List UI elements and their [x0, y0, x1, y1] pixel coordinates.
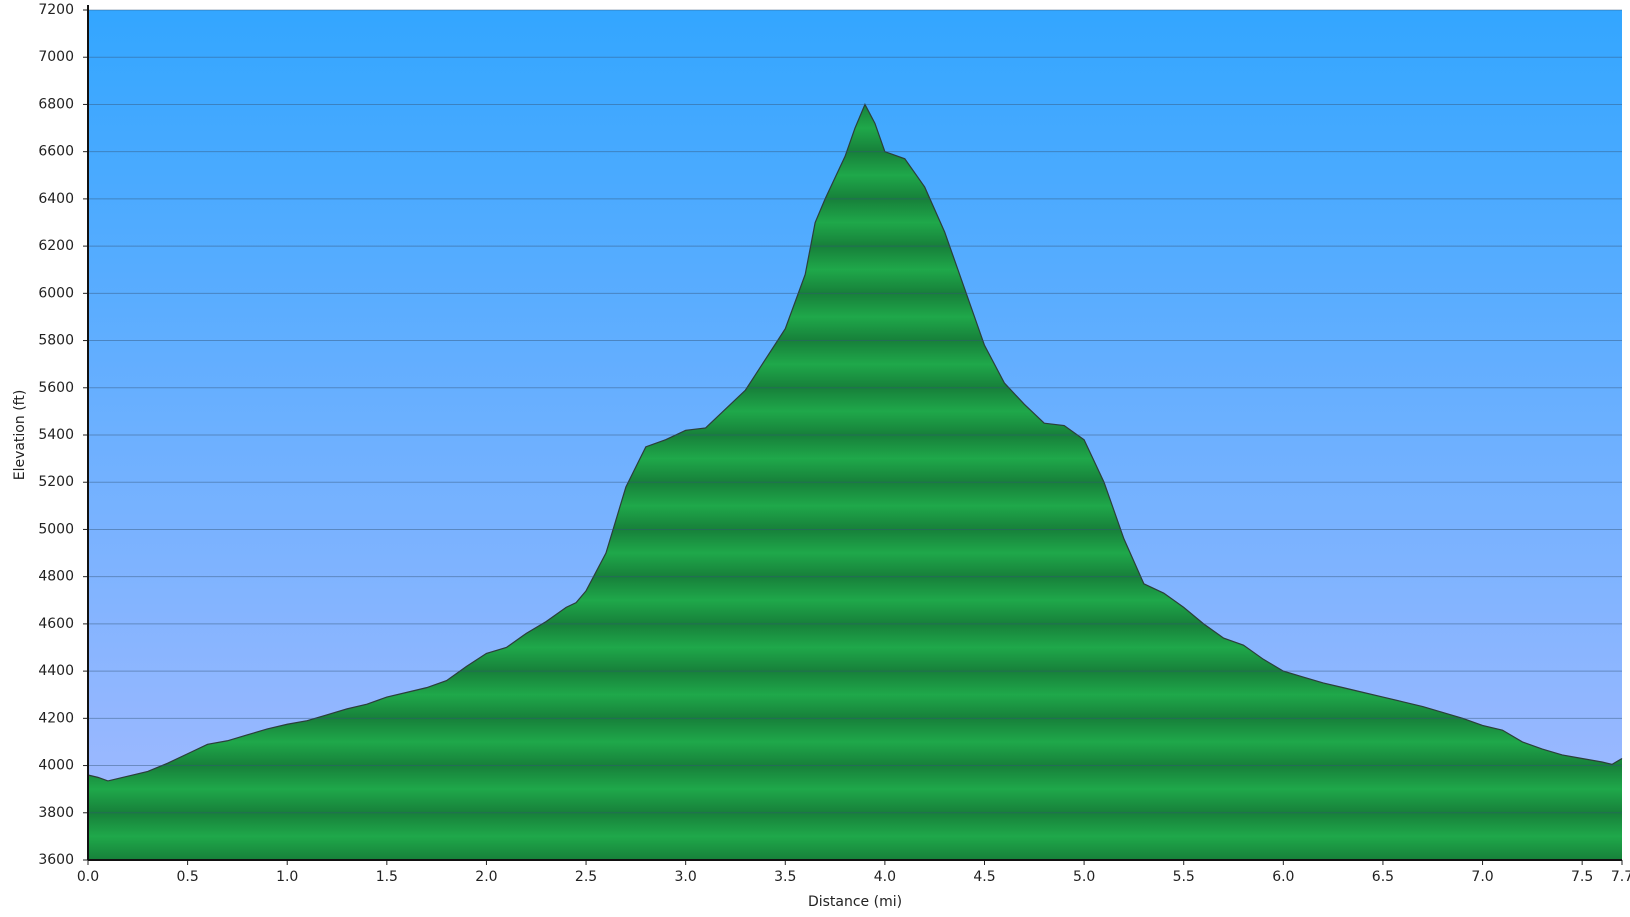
y-tick-label: 6800 — [38, 96, 74, 112]
x-tick-label: 4.0 — [874, 869, 896, 885]
y-tick-label: 5000 — [38, 521, 74, 537]
y-tick-label: 6600 — [38, 144, 74, 160]
y-tick-label: 5800 — [38, 333, 74, 349]
y-tick-label: 6200 — [38, 238, 74, 254]
area — [88, 104, 1622, 860]
y-tick-label: 5600 — [38, 380, 74, 396]
x-tick-label: 3.5 — [774, 869, 796, 885]
x-tick-label: 2.5 — [575, 869, 597, 885]
y-tick-label: 5200 — [38, 474, 74, 490]
x-tick-label: 0.5 — [176, 869, 198, 885]
x-tick-label: 7.7 — [1611, 869, 1630, 885]
x-tick-label: 7.0 — [1471, 869, 1493, 885]
y-tick-label: 3800 — [38, 805, 74, 821]
x-tick-label: 1.5 — [376, 869, 398, 885]
y-tick-label: 7000 — [38, 49, 74, 65]
y-tick-label: 4600 — [38, 616, 74, 632]
x-tick-label: 2.0 — [475, 869, 497, 885]
x-tick-label: 5.5 — [1173, 869, 1195, 885]
x-tick-label: 3.0 — [675, 869, 697, 885]
x-tick-label: 4.5 — [973, 869, 995, 885]
y-tick-label: 4800 — [38, 569, 74, 585]
y-tick-label: 7200 — [38, 2, 74, 18]
profile-line — [87, 103, 1623, 782]
y-tick-label: 6400 — [38, 191, 74, 207]
y-tick-label: 6000 — [38, 285, 74, 301]
y-tick-label: 4400 — [38, 663, 74, 679]
x-tick-label: 5.0 — [1073, 869, 1095, 885]
y-tick-label: 5400 — [38, 427, 74, 443]
x-tick-label: 7.5 — [1571, 869, 1593, 885]
x-tick-label: 1.0 — [276, 869, 298, 885]
x-tick-label: 6.5 — [1372, 869, 1394, 885]
x-tick-label: 6.0 — [1272, 869, 1294, 885]
y-tick-label: 3600 — [38, 852, 74, 868]
x-tick-label: 0.0 — [77, 869, 99, 885]
y-axis-title: Elevation (ft) — [12, 390, 28, 481]
y-tick-label: 4000 — [38, 758, 74, 774]
y-tick-label: 4200 — [38, 710, 74, 726]
x-axis-title: Distance (mi) — [808, 894, 902, 910]
